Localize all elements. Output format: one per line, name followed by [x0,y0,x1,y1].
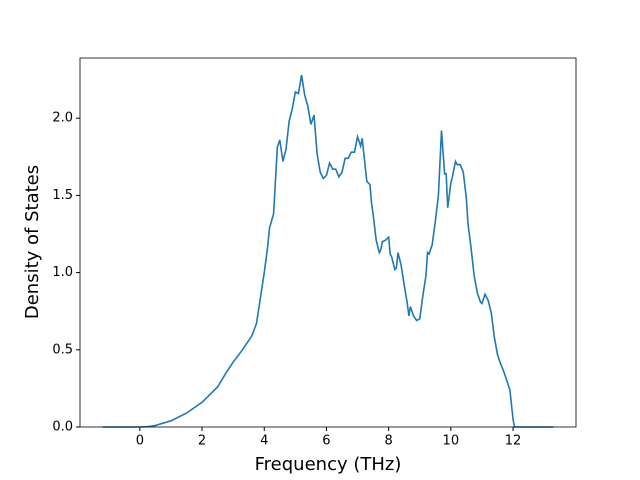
x-tick-label: 12 [505,434,522,449]
y-tick-label: 0.0 [52,420,73,435]
data-line [102,74,554,428]
y-axis-label: Density of States [22,165,43,319]
x-tick-label: 4 [260,434,268,449]
y-tick-label: 0.5 [52,342,73,357]
x-axis-label: Frequency (THz) [255,454,402,475]
plot-frame [79,57,577,428]
x-tick-label: 0 [136,434,144,449]
x-tick-label: 8 [384,434,392,449]
y-tick-label: 1.5 [52,188,73,203]
y-tick-label: 1.0 [52,265,73,280]
y-tick-label: 2.0 [52,111,73,126]
x-tick-label: 10 [443,434,460,449]
x-tick-label: 6 [322,434,330,449]
x-tick-label: 2 [198,434,206,449]
